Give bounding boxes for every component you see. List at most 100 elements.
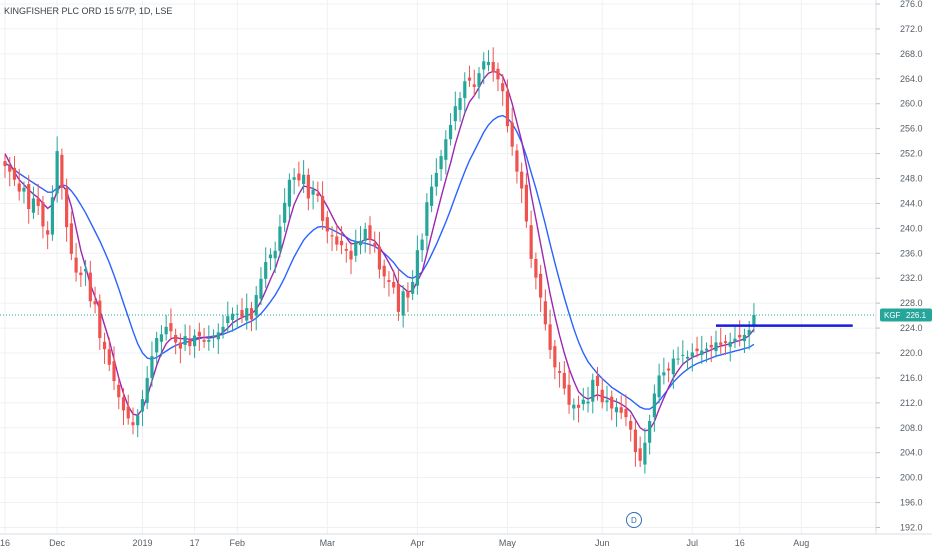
candle (112, 346, 116, 391)
x-tick-label: 16 (735, 538, 745, 548)
candle-body (245, 308, 249, 321)
candle-body (358, 240, 363, 246)
candle-body (534, 258, 538, 278)
candle (145, 366, 149, 410)
candle (22, 181, 26, 204)
y-tick-label: 200.0 (900, 473, 923, 483)
candle-body (197, 331, 201, 337)
y-tick-label: 216.0 (900, 373, 923, 383)
candle (344, 242, 348, 263)
candle (695, 336, 699, 358)
candle (562, 361, 566, 395)
candle (439, 149, 443, 181)
candle-body (467, 77, 472, 81)
candle (273, 241, 277, 273)
price-axis[interactable]: 192.0 196.0 200.0 204.0 208.0 212.0 216.0 220.0… (876, 0, 923, 533)
candle (121, 388, 126, 425)
candle-body (700, 350, 704, 355)
candle (704, 342, 709, 363)
candle-body (562, 372, 566, 389)
candle (733, 326, 737, 349)
candle-body (230, 313, 235, 320)
candle (453, 91, 457, 131)
y-tick-label: 204.0 (900, 448, 923, 458)
candle (126, 394, 130, 425)
candle (648, 414, 652, 455)
candle-body (354, 241, 358, 256)
candle-body (8, 166, 12, 172)
y-tick-label: 256.0 (900, 124, 923, 134)
x-tick-label: Jun (595, 538, 610, 548)
candle-body (415, 250, 419, 286)
candle (230, 307, 235, 332)
candle-body (264, 262, 268, 279)
candle-body (396, 283, 401, 312)
candle-body (595, 376, 600, 387)
dividend-marker[interactable]: D (626, 512, 642, 528)
candle (27, 175, 31, 224)
candle (534, 252, 538, 290)
badge-symbol: KGF (884, 311, 901, 320)
candle (539, 264, 543, 313)
candle-body (392, 281, 396, 288)
candle-body (339, 240, 344, 246)
candle-body (496, 68, 500, 80)
candle-body (652, 393, 656, 418)
candle (719, 327, 723, 354)
candle (207, 325, 211, 351)
candle (330, 226, 334, 252)
candle (17, 168, 21, 201)
candle-body (297, 173, 301, 181)
candle-body (368, 225, 372, 240)
candle-body (325, 217, 329, 232)
candle (392, 270, 396, 294)
candle (496, 62, 500, 92)
candle (292, 168, 296, 195)
candle-body (12, 167, 17, 180)
candle (690, 343, 694, 372)
candle (169, 308, 173, 341)
candle-body (742, 334, 747, 342)
candle (325, 210, 329, 244)
x-tick-label: Feb (230, 538, 246, 548)
candle-body (539, 273, 543, 298)
y-tick-label: 224.0 (900, 323, 923, 333)
y-tick-label: 232.0 (900, 273, 923, 283)
y-tick-label: 276.0 (900, 0, 923, 9)
candle (434, 158, 438, 196)
candle (425, 193, 429, 251)
candle (491, 47, 495, 82)
candle-body (425, 202, 429, 236)
candle (83, 259, 88, 287)
candle-body (302, 174, 306, 185)
candle (387, 271, 391, 297)
candle (463, 72, 467, 113)
candle (131, 407, 135, 435)
candle (614, 398, 619, 427)
candle (657, 363, 661, 404)
candle (486, 50, 491, 72)
time-axis[interactable]: 16 Dec 2019 17 Feb Mar Apr May Jun Jul 16 Aug (0, 538, 809, 548)
candle (159, 325, 164, 357)
x-tick-label: 2019 (132, 538, 152, 548)
dividend-marker-label: D (631, 516, 637, 525)
candle-body (344, 248, 348, 251)
candle (638, 436, 642, 468)
candle-body (188, 339, 192, 347)
candle (102, 332, 107, 364)
candle (12, 156, 17, 186)
candle-body (709, 344, 713, 348)
candle (8, 156, 12, 187)
candle-body (667, 368, 671, 371)
candle (420, 233, 424, 263)
candle (216, 323, 220, 354)
candle (320, 181, 325, 230)
x-tick-label: Jul (687, 538, 699, 548)
y-tick-label: 192.0 (900, 523, 923, 533)
candle (136, 409, 140, 438)
candle-body (50, 197, 54, 235)
candle-body (501, 83, 505, 92)
candle (543, 289, 547, 331)
candle (448, 113, 453, 146)
